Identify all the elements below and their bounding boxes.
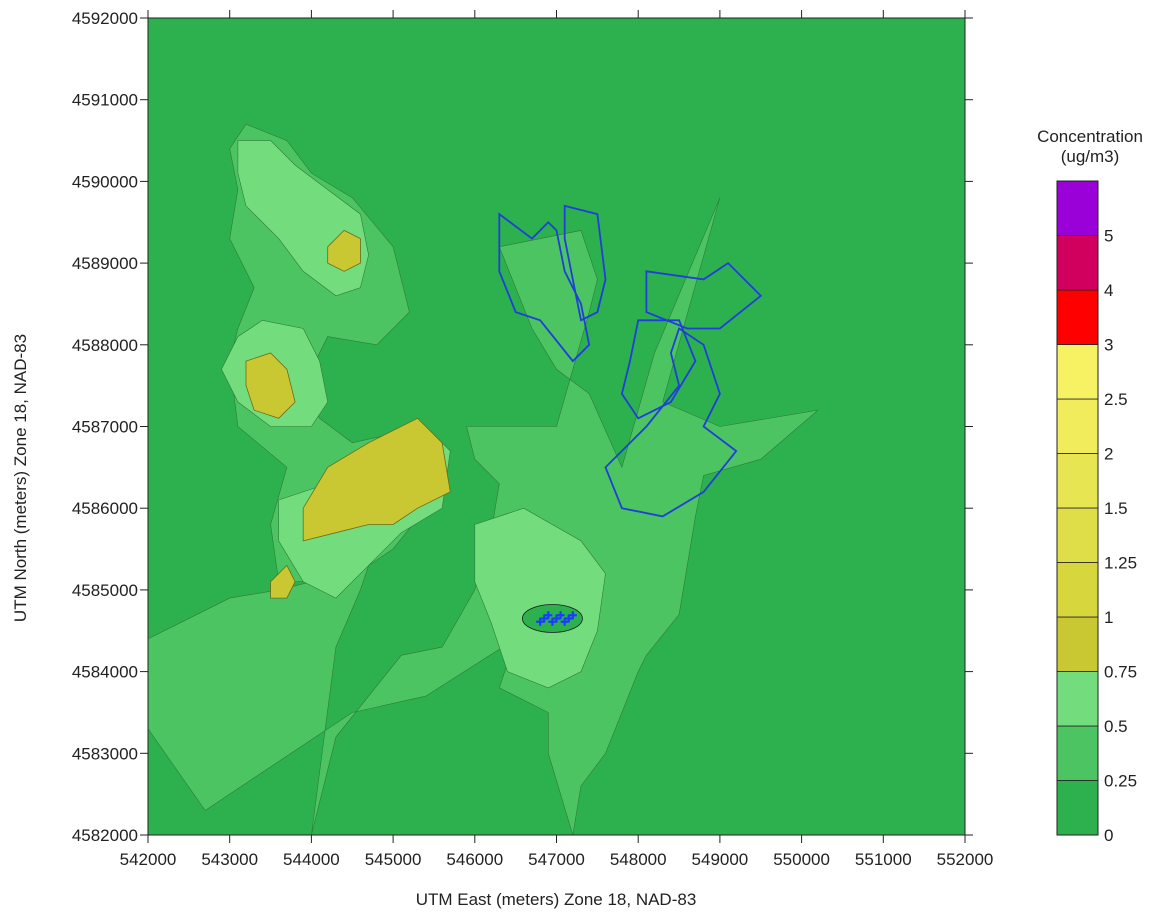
boundary-4 — [620, 319, 697, 420]
axes: 542000 543000 544000 545000 546000 547000 5480… — [72, 9, 994, 869]
x-tick-label: 550000 — [773, 850, 830, 869]
x-tick-label: 549000 — [692, 850, 749, 869]
legend-swatch — [1056, 180, 1099, 236]
y-tick-label: 4584000 — [72, 663, 138, 682]
source-marker — [552, 614, 561, 623]
legend-swatch — [1056, 562, 1099, 618]
legend-label: 1.25 — [1104, 554, 1137, 573]
legend-label: 2 — [1104, 445, 1113, 464]
source-marker — [568, 611, 577, 620]
boundary-5 — [604, 327, 738, 518]
legend-swatch — [1056, 671, 1099, 727]
legend-swatch — [1056, 289, 1099, 345]
boundary-2 — [563, 204, 607, 322]
legend-swatch — [1056, 398, 1099, 454]
x-tick-label: 552000 — [937, 850, 994, 869]
boundary-1 — [498, 212, 591, 363]
contour-band-05-central — [474, 507, 606, 689]
legend-swatch — [1056, 780, 1099, 836]
legend-title-line2: (ug/m3) — [1061, 147, 1120, 166]
y-tick-label: 4583000 — [72, 744, 138, 763]
legend-label: 0.25 — [1104, 772, 1137, 791]
legend-title-line1: Concentration — [1037, 127, 1143, 146]
x-tick-label: 548000 — [610, 850, 667, 869]
legend-frame — [1056, 180, 1099, 836]
source-marker — [548, 617, 557, 626]
legend-label: 3 — [1104, 336, 1113, 355]
contour-band-075-b — [245, 352, 296, 419]
legend-label: 0.75 — [1104, 663, 1137, 682]
x-tick-label: 543000 — [201, 850, 258, 869]
contour-band-075-a — [327, 229, 361, 272]
x-tick-label: 546000 — [446, 850, 503, 869]
legend-swatch — [1056, 453, 1099, 509]
source-marker — [564, 614, 573, 623]
legend-swatch — [1056, 344, 1099, 400]
x-tick-label: 542000 — [120, 850, 177, 869]
legend-label: 1.5 — [1104, 499, 1128, 518]
source-marker — [560, 617, 569, 626]
source-marker — [556, 611, 565, 620]
y-tick-label: 4591000 — [72, 91, 138, 110]
x-tick-label: 545000 — [365, 850, 422, 869]
x-tick-label: 547000 — [528, 850, 585, 869]
contour-band-025 — [147, 123, 819, 836]
legend-label: 0 — [1104, 826, 1113, 845]
y-tick-label: 4592000 — [72, 9, 138, 28]
x-axis-label: UTM East (meters) Zone 18, NAD-83 — [416, 890, 697, 909]
legend-label: 4 — [1104, 281, 1113, 300]
x-tick-label: 544000 — [283, 850, 340, 869]
y-tick-label: 4585000 — [72, 581, 138, 600]
legend: 0 0.25 0.5 0.75 1 1.25 1.5 2 2.5 3 4 5 — [1056, 180, 1137, 845]
legend-label: 1 — [1104, 608, 1113, 627]
x-tick-label: 551000 — [855, 850, 912, 869]
boundary-3 — [645, 261, 763, 330]
source-marker — [540, 614, 549, 623]
y-tick-label: 4582000 — [72, 826, 138, 845]
y-tick-label: 4590000 — [72, 172, 138, 191]
y-tick-label: 4588000 — [72, 336, 138, 355]
source-marker — [536, 617, 545, 626]
y-tick-label: 4589000 — [72, 254, 138, 273]
y-tick-label: 4586000 — [72, 499, 138, 518]
y-tick-label: 4587000 — [72, 418, 138, 437]
plot-area — [147, 18, 965, 836]
y-axis-label: UTM North (meters) Zone 18, NAD-83 — [11, 334, 30, 622]
legend-swatch — [1056, 235, 1099, 291]
legend-swatch — [1056, 507, 1099, 563]
contour-band-075-c — [302, 417, 451, 542]
source-marker — [544, 611, 553, 620]
legend-label: 2.5 — [1104, 390, 1128, 409]
contour-band-075-d — [270, 564, 296, 599]
legend-swatch — [1056, 616, 1099, 672]
legend-label: 5 — [1104, 227, 1113, 246]
legend-swatch — [1056, 725, 1099, 781]
legend-label: 0.5 — [1104, 717, 1128, 736]
